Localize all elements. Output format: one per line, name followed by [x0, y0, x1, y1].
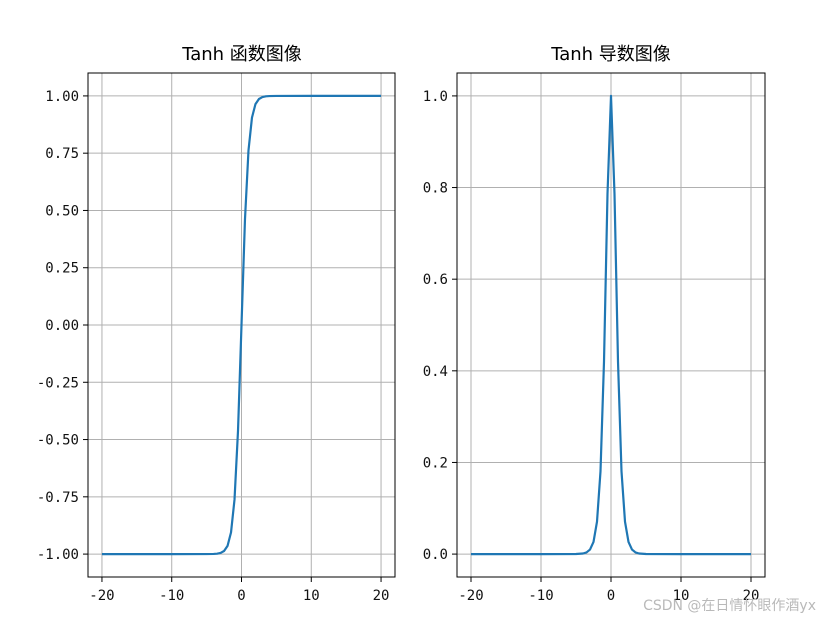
y-tick-label: -1.00 [37, 547, 79, 563]
grid-lines [457, 73, 765, 577]
tanh-derivative-chart: Tanh 导数图像 -20 -10 0 10 20 1.0 0.8 0.6 0.4 0.2 0.0 [423, 44, 766, 604]
x-tick-label: 0 [237, 588, 245, 604]
y-tick-label: -0.50 [37, 433, 79, 449]
y-tick-label: 1.0 [423, 89, 448, 105]
y-tick-label: 0.4 [423, 364, 448, 380]
y-tick-label: -0.25 [37, 375, 79, 391]
y-tick-label: 0.75 [45, 146, 79, 162]
chart-title: Tanh 导数图像 [550, 44, 671, 65]
y-tick-label: 1.00 [45, 89, 79, 105]
data-line [471, 94, 751, 556]
y-tick-label: 0.2 [423, 455, 448, 471]
x-tick-label: 0 [607, 588, 615, 604]
y-tick-label: 0.0 [423, 547, 448, 563]
data-line [101, 94, 382, 556]
y-tick-label: 0.6 [423, 272, 448, 288]
axis-ticks: -20 -10 0 10 20 1.00 0.75 0.50 0.25 0.00 -0.25 -0.5… [37, 89, 390, 604]
x-tick-label: 10 [673, 588, 690, 604]
x-tick-label: 10 [303, 588, 320, 604]
x-tick-label: -10 [159, 588, 184, 604]
y-tick-label: 0.00 [45, 318, 79, 334]
tanh-function-chart: Tanh 函数图像 -20 -10 0 10 20 1.00 0.75 0.50 0.25 0.0… [37, 44, 396, 604]
series-line [101, 94, 382, 556]
y-tick-label: 0.25 [45, 261, 79, 277]
watermark: CSDN @在日情怀眼作酒yx [643, 598, 816, 614]
grid-lines [88, 73, 395, 577]
y-tick-label: 0.50 [45, 203, 79, 219]
chart-title: Tanh 函数图像 [181, 44, 302, 65]
y-tick-label: -0.75 [37, 490, 79, 506]
axis-ticks: -20 -10 0 10 20 1.0 0.8 0.6 0.4 0.2 0.0 [423, 89, 760, 604]
x-tick-label: 20 [743, 588, 760, 604]
x-tick-label: -20 [89, 588, 114, 604]
x-tick-label: -10 [528, 588, 553, 604]
y-tick-label: 0.8 [423, 181, 448, 197]
x-tick-label: 20 [373, 588, 390, 604]
series-line [471, 94, 751, 556]
x-tick-label: -20 [458, 588, 483, 604]
